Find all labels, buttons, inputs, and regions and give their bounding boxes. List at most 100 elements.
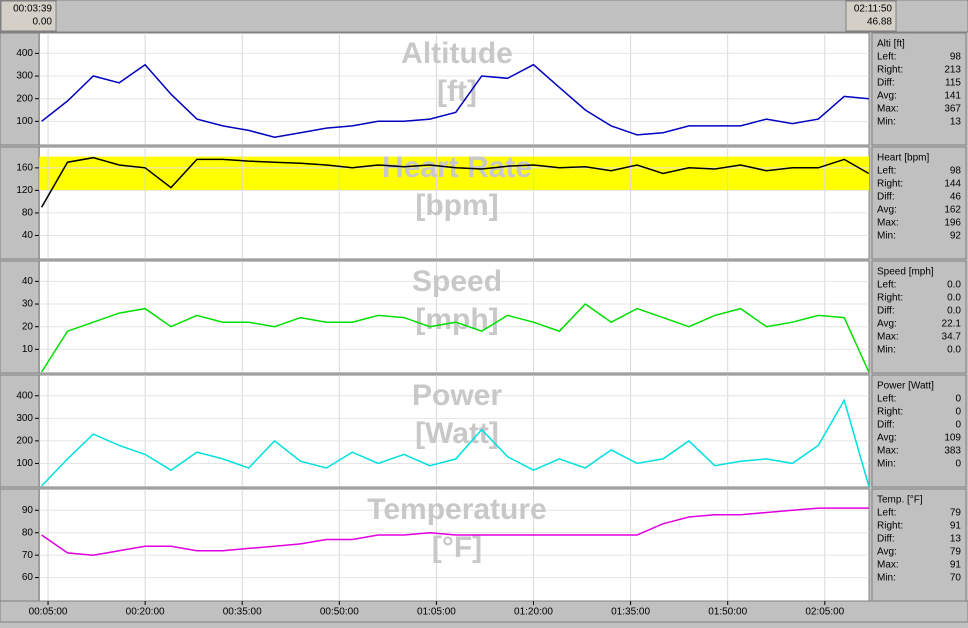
axis-panel <box>0 488 40 602</box>
stat-label: Max: <box>877 446 899 457</box>
stat-label: Right: <box>877 521 903 532</box>
y-tick-label: 30 <box>22 299 34 310</box>
data-line <box>41 398 870 487</box>
stat-value: 0 <box>955 394 961 405</box>
left-distance: 0.00 <box>33 17 53 28</box>
y-tick-label: 80 <box>22 208 34 219</box>
stat-label: Diff: <box>877 420 895 431</box>
stats-title: Speed [mph] <box>877 267 934 278</box>
y-tick-label: 400 <box>16 48 33 59</box>
stat-value: 367 <box>944 104 961 115</box>
stat-value: 70 <box>950 573 962 584</box>
top-bar <box>0 0 968 33</box>
y-tick-label: 80 <box>22 527 34 538</box>
stat-label: Min: <box>877 117 896 128</box>
x-tick-label: 00:50:00 <box>320 607 359 618</box>
right-marker[interactable] <box>845 0 897 32</box>
y-tick-label: 60 <box>22 572 34 583</box>
panel-unit: [mph] <box>415 303 498 336</box>
y-tick-label: 90 <box>22 505 34 516</box>
stat-label: Diff: <box>877 306 895 317</box>
data-line <box>41 63 869 138</box>
data-line <box>40 303 870 373</box>
stat-value: 0 <box>955 420 961 431</box>
left-time: 00:03:39 <box>13 4 52 15</box>
stat-label: Avg: <box>877 547 897 558</box>
y-tick-label: 200 <box>16 93 33 104</box>
stat-value: 92 <box>950 231 962 242</box>
axis-panel <box>0 32 40 146</box>
right-time: 02:11:50 <box>854 4 893 15</box>
stats-title: Alti [ft] <box>877 39 905 50</box>
left-marker[interactable] <box>0 0 57 32</box>
stat-label: Max: <box>877 332 899 343</box>
stat-label: Min: <box>877 345 896 356</box>
panel-title: Temperature <box>367 493 547 526</box>
stat-value: 79 <box>950 547 962 558</box>
stats-title: Heart [bpm] <box>877 153 929 164</box>
x-tick-label: 01:50:00 <box>708 607 747 618</box>
y-tick-label: 20 <box>22 321 34 332</box>
stat-value: 0.0 <box>947 306 961 317</box>
stat-value: 79 <box>950 508 962 519</box>
x-tick-label: 01:20:00 <box>514 607 553 618</box>
right-distance: 46.88 <box>867 17 892 28</box>
stat-label: Avg: <box>877 433 897 444</box>
y-tick-label: 40 <box>22 230 34 241</box>
stat-label: Avg: <box>877 91 897 102</box>
stats-panel <box>871 374 967 488</box>
stat-label: Right: <box>877 179 903 190</box>
y-tick-label: 300 <box>16 413 33 424</box>
stat-value: 0 <box>955 459 961 470</box>
stat-value: 196 <box>944 218 961 229</box>
stat-label: Min: <box>877 573 896 584</box>
stat-label: Left: <box>877 394 896 405</box>
stat-value: 0.0 <box>947 280 961 291</box>
stat-value: 162 <box>944 205 961 216</box>
panel-title: Altitude <box>401 37 513 70</box>
stat-label: Max: <box>877 560 899 571</box>
axis-panel <box>0 260 40 374</box>
stat-value: 213 <box>944 65 961 76</box>
y-tick-label: 10 <box>22 344 34 355</box>
stat-value: 34.7 <box>942 332 962 343</box>
stat-label: Left: <box>877 166 896 177</box>
y-tick-label: 200 <box>16 436 33 447</box>
stat-value: 13 <box>950 534 962 545</box>
y-tick-label: 300 <box>16 71 33 82</box>
stat-value: 22.1 <box>942 319 962 330</box>
stat-label: Avg: <box>877 319 897 330</box>
stat-value: 91 <box>950 521 962 532</box>
y-tick-label: 120 <box>16 185 33 196</box>
stat-label: Left: <box>877 52 896 63</box>
stat-value: 0 <box>955 407 961 418</box>
axis-panel <box>0 374 40 488</box>
plot-area <box>38 488 870 602</box>
stat-value: 144 <box>944 179 961 190</box>
stats-panel <box>871 146 967 260</box>
stat-label: Diff: <box>877 534 895 545</box>
stat-label: Left: <box>877 508 896 519</box>
stat-value: 98 <box>950 166 962 177</box>
y-tick-label: 100 <box>16 116 33 127</box>
data-line <box>40 156 870 208</box>
stat-label: Right: <box>877 293 903 304</box>
panel-title: Power <box>412 379 502 412</box>
panel-title: Speed <box>412 265 502 298</box>
x-tick-label: 00:05:00 <box>29 607 68 618</box>
plot-area <box>38 260 870 374</box>
stat-value: 13 <box>950 117 962 128</box>
stat-label: Right: <box>877 407 903 418</box>
x-axis-bar <box>0 600 968 623</box>
y-tick-label: 70 <box>22 550 34 561</box>
stat-label: Avg: <box>877 205 897 216</box>
x-tick-label: 00:20:00 <box>126 607 165 618</box>
panel-unit: [bpm] <box>415 189 498 222</box>
x-tick-label: 01:05:00 <box>417 607 456 618</box>
stats-title: Temp. [°F] <box>877 495 923 506</box>
x-tick-label: 00:35:00 <box>223 607 262 618</box>
y-tick-label: 40 <box>22 276 34 287</box>
stat-value: 0.0 <box>947 345 961 356</box>
stat-value: 46 <box>950 192 962 203</box>
